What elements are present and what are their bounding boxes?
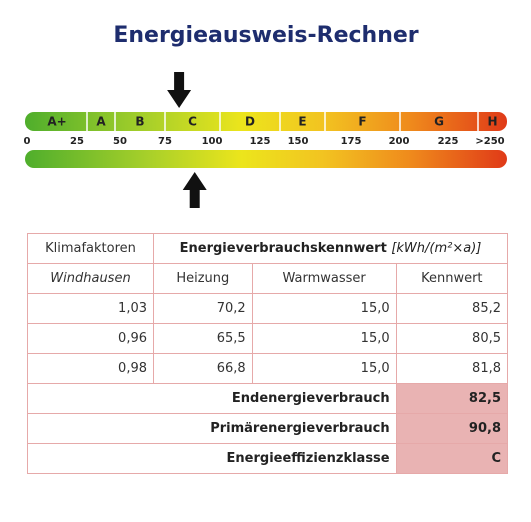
result-table: Klimafaktoren Energieverbrauchskennwert …	[27, 233, 509, 474]
arrow-up	[182, 172, 207, 208]
cell: Heizung	[153, 263, 253, 294]
tick-label: 50	[113, 136, 127, 147]
class-label: C	[188, 115, 197, 129]
cell: C	[395, 443, 509, 474]
cell: 66,8	[153, 353, 253, 384]
cell: Endenergieverbrauch	[27, 383, 397, 414]
cell: Windhausen	[27, 263, 154, 294]
tick-label: 100	[202, 136, 223, 147]
cell: Energieverbrauchskennwert [kWh/(m²×a)]	[153, 233, 508, 264]
cell: Primärenergieverbrauch	[27, 413, 397, 444]
cell: 90,8	[395, 413, 509, 444]
class-bar	[25, 112, 507, 131]
scale-bar	[25, 150, 507, 168]
summary-row: Primärenergieverbrauch 90,8	[27, 413, 509, 444]
row: 1,03 70,2 15,0 85,2	[27, 293, 509, 324]
cell: 80,5	[395, 323, 509, 354]
cell: 0,98	[27, 353, 154, 384]
class-label: A	[96, 115, 106, 129]
cell: 85,2	[395, 293, 509, 324]
summary-row: Endenergieverbrauch 82,5	[27, 383, 509, 414]
cell: 0,96	[27, 323, 154, 354]
class-label: H	[487, 115, 497, 129]
title: Energieausweis-Rechner	[113, 23, 418, 48]
tick-label: 175	[341, 136, 362, 147]
cell: 15,0	[251, 323, 397, 354]
tick-label: 25	[70, 136, 84, 147]
summary-row: Energieeffizienzklasse C	[27, 443, 509, 474]
class-label: G	[434, 115, 444, 129]
cell: 81,8	[395, 353, 509, 384]
row: 0,96 65,5 15,0 80,5	[27, 323, 509, 354]
cell: 82,5	[395, 383, 509, 414]
tick-label: 125	[250, 136, 271, 147]
row: 0,98 66,8 15,0 81,8	[27, 353, 509, 384]
tick-label: 75	[158, 136, 172, 147]
scale-graphic: Energieausweis-Rechner A+ A B C D E F G H 0 25 50 75…	[24, 23, 507, 208]
unit: [kWh/(m²×a)]	[391, 241, 482, 256]
tick-label: 200	[389, 136, 410, 147]
class-label: D	[245, 115, 255, 129]
class-label: A+	[47, 115, 66, 129]
cell: Energieeffizienzklasse	[27, 443, 397, 474]
cell: Klimafaktoren	[27, 233, 154, 264]
cell: 1,03	[27, 293, 154, 324]
cell: 15,0	[251, 353, 397, 384]
tick-label: 225	[438, 136, 459, 147]
tick-label: 0	[24, 136, 31, 147]
class-label: E	[298, 115, 306, 129]
cell: 65,5	[153, 323, 253, 354]
class-label: B	[135, 115, 144, 129]
cell: 15,0	[251, 293, 397, 324]
tick-label: >250	[475, 136, 504, 147]
class-label: F	[358, 115, 366, 129]
arrow-down	[167, 72, 192, 108]
header-text: Energieverbrauchskennwert	[179, 241, 387, 256]
cell: Warmwasser	[251, 263, 397, 294]
tick-label: 150	[288, 136, 309, 147]
cell: Kennwert	[395, 263, 509, 294]
cell: 70,2	[153, 293, 253, 324]
